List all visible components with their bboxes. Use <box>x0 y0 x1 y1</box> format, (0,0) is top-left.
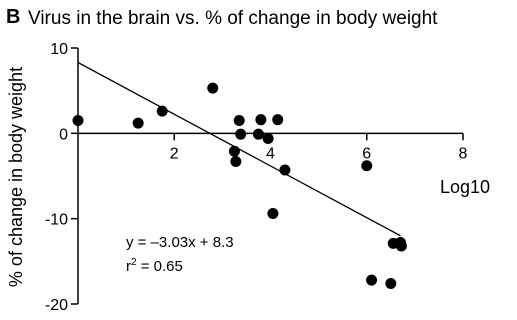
x-tick-label: 4 <box>266 145 275 162</box>
r-squared-superscript: 2 <box>131 257 137 268</box>
x-tick-label: 6 <box>362 145 371 162</box>
data-point <box>385 278 397 290</box>
data-point <box>207 82 219 94</box>
data-point <box>395 240 407 252</box>
data-point <box>228 145 240 157</box>
chart-title: Virus in the brain vs. % of change in bo… <box>28 8 438 29</box>
y-axis-label: % of change in body weight <box>6 67 26 287</box>
data-point <box>230 155 242 167</box>
data-point <box>267 208 279 220</box>
data-point <box>279 164 291 176</box>
data-point <box>235 128 247 140</box>
data-point <box>272 114 284 126</box>
regression-equation: y = –3.03x + 8.3 <box>126 234 234 251</box>
axes: 10 0 -10 -20 2 4 6 8 <box>45 41 468 314</box>
data-point <box>262 132 274 144</box>
y-tick-label: -20 <box>45 297 68 314</box>
panel-label: B <box>6 6 20 28</box>
data-point <box>132 117 144 129</box>
data-point <box>72 115 84 127</box>
r-squared-value: = 0.65 <box>137 258 183 275</box>
data-point <box>233 115 245 127</box>
x-tick-label: 8 <box>459 145 468 162</box>
r-squared-prefix: r <box>126 258 131 275</box>
y-tick-label: 0 <box>59 126 68 143</box>
data-point <box>361 160 373 172</box>
data-point <box>252 128 264 140</box>
data-point <box>366 274 378 286</box>
data-points <box>72 82 407 290</box>
x-tick-label: 2 <box>170 145 179 162</box>
r-squared-label: r2 = 0.65 <box>126 257 183 275</box>
data-point <box>156 105 168 117</box>
y-tick-label: -10 <box>45 212 68 229</box>
data-point <box>255 114 267 126</box>
y-tick-label: 10 <box>50 41 68 58</box>
x-axis-label: Log10 <box>440 177 490 197</box>
